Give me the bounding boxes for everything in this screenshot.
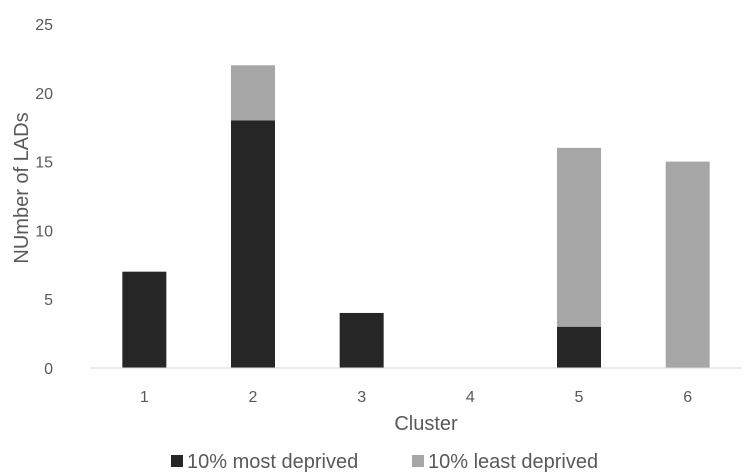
y-axis-title: NUmber of LADs	[11, 112, 33, 263]
y-tick-label: 20	[35, 86, 53, 103]
x-tick-label: 4	[466, 389, 475, 406]
y-tick-label: 5	[44, 292, 53, 309]
legend-label: 10% least deprived	[428, 451, 598, 473]
legend: 10% most deprived 10% least deprived	[171, 451, 598, 473]
legend-swatch	[171, 455, 183, 467]
y-tick-label: 0	[44, 361, 53, 378]
bar-segment-most-deprived-cluster-5	[557, 326, 601, 368]
x-tick-label: 3	[357, 389, 366, 406]
bar-segment-least-deprived-cluster-6	[665, 161, 710, 368]
bar-segment-most-deprived-cluster-3	[339, 312, 384, 368]
y-tick-label: 10	[35, 223, 53, 240]
bar-segment-least-deprived-cluster-2	[231, 65, 275, 121]
bar-segment-most-deprived-cluster-1	[122, 271, 167, 368]
bar-segment-most-deprived-cluster-2	[231, 120, 275, 368]
x-tick-label: 6	[683, 389, 692, 406]
bars	[122, 65, 710, 368]
legend-swatch	[412, 455, 424, 467]
legend-label: 10% most deprived	[187, 451, 358, 473]
x-tick-label: 2	[249, 389, 258, 406]
y-tick-label: 25	[35, 17, 53, 34]
x-axis-title: Cluster	[394, 413, 458, 435]
x-tick-label: 1	[140, 389, 149, 406]
bar-segment-least-deprived-cluster-5	[557, 147, 601, 327]
x-tick-label: 5	[575, 389, 584, 406]
x-axis-ticks: 1 2 3 4 5 6	[140, 389, 692, 406]
y-axis-ticks: 0 5 10 15 20 25	[35, 17, 53, 378]
y-tick-label: 15	[35, 155, 53, 172]
